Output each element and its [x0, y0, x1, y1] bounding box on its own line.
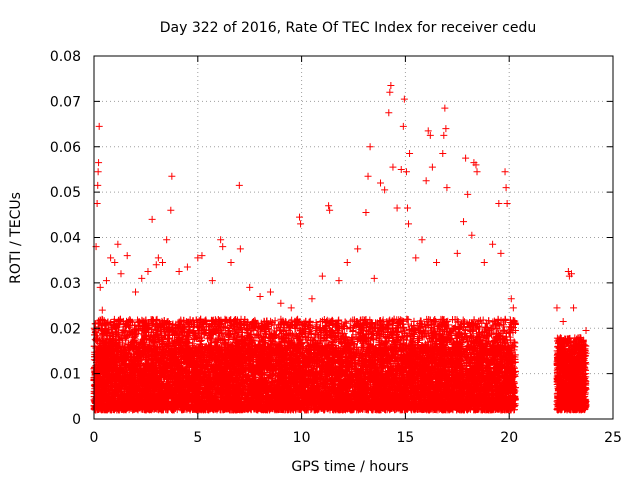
- chart-title: Day 322 of 2016, Rate Of TEC Index for r…: [160, 20, 536, 36]
